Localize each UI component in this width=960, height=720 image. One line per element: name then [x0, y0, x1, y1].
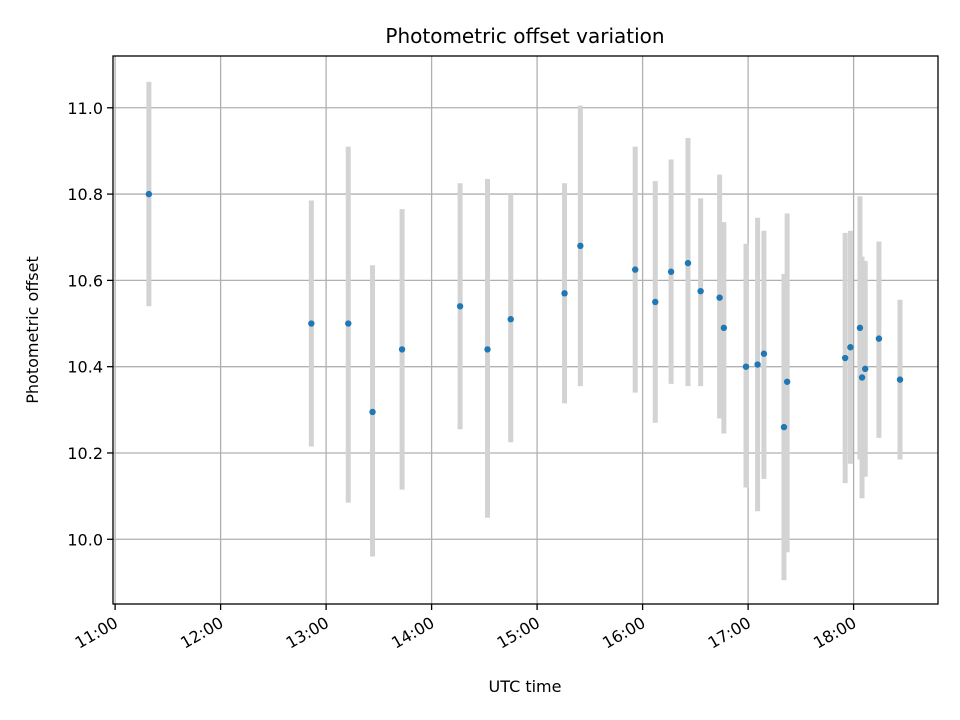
data-point: [456, 303, 464, 310]
data-point: [398, 346, 406, 353]
data-points: [145, 190, 904, 431]
data-point: [858, 374, 866, 381]
y-tick-label: 10.0: [67, 530, 103, 549]
data-point: [856, 324, 864, 332]
data-point: [697, 287, 704, 295]
data-point: [632, 266, 639, 273]
data-point: [684, 259, 692, 267]
data-point: [716, 294, 723, 301]
data-point: [841, 354, 849, 362]
grid: [113, 56, 938, 604]
data-point: [667, 268, 675, 275]
y-tick-label: 10.4: [67, 358, 103, 377]
data-point: [561, 290, 568, 297]
data-point: [507, 316, 514, 323]
data-point: [577, 242, 584, 250]
data-point: [652, 298, 659, 306]
data-point: [862, 365, 869, 373]
y-tick-label: 10.2: [67, 444, 103, 463]
data-point: [760, 350, 768, 357]
plot-frame: [112, 55, 939, 605]
data-point: [896, 376, 904, 383]
data-point: [754, 361, 761, 368]
x-axis-label: UTC time: [489, 677, 562, 696]
y-tick-label: 11.0: [67, 99, 103, 118]
data-point: [875, 335, 883, 342]
y-axis-label: Photometric offset: [23, 256, 42, 404]
data-point: [847, 344, 854, 351]
data-point: [720, 324, 728, 332]
data-point: [308, 320, 315, 327]
data-point: [783, 378, 791, 385]
y-axis-ticks: 10.0 10.2 10.4 10.6 10.8 11.0: [67, 99, 113, 549]
data-point: [742, 363, 750, 370]
y-tick-label: 10.8: [67, 185, 103, 204]
data-point: [369, 408, 376, 416]
data-point: [780, 423, 788, 431]
chart-title: Photometric offset variation: [385, 24, 664, 48]
y-tick-label: 10.6: [67, 271, 103, 290]
data-point: [145, 190, 153, 198]
data-point: [484, 346, 491, 353]
data-point: [345, 320, 352, 327]
